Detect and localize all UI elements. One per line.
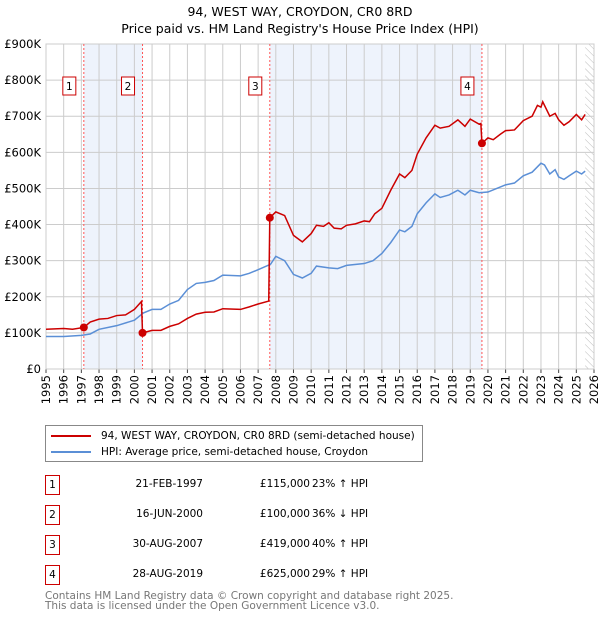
x-tick-label: 2003: [180, 375, 194, 404]
sale-hpi-diff: 29% ↑ HPI: [312, 568, 369, 580]
sale-price: £100,000: [259, 508, 310, 520]
x-tick-label: 2010: [304, 375, 318, 404]
x-tick-label: 2017: [428, 375, 442, 404]
hpi-line: [46, 162, 586, 338]
x-tick-label: 2007: [251, 375, 265, 404]
footer-line2: This data is licensed under the Open Gov…: [45, 600, 380, 612]
y-tick-label: £100K: [4, 326, 41, 340]
y-tick-label: £900K: [4, 37, 41, 51]
price-chart: 1995 1996 1997 1998 1999 2000 2001 2002 2003 2004…: [4, 37, 600, 404]
sale-point: [477, 139, 486, 148]
sale-marker-badge: 1: [45, 475, 60, 495]
legend-hpi: HPI: Average price, semi-detached house,…: [101, 446, 369, 458]
legend-property: 94, WEST WAY, CROYDON, CR0 8RD (semi-det…: [101, 430, 415, 442]
x-tick-label: 2015: [393, 375, 407, 404]
plot-frame: [45, 43, 595, 370]
transaction-row: 1 21-FEB-1997 £115,000 23% ↑ HPI: [45, 475, 445, 495]
x-tick-label: 2014: [375, 375, 389, 404]
y-tick-label: £700K: [4, 109, 41, 123]
x-tick-label: 1996: [57, 375, 71, 404]
x-tick-label: 2002: [163, 375, 177, 404]
x-tick-label: 2026: [587, 375, 600, 404]
x-tick-label: 2013: [357, 375, 371, 404]
x-tick-label: 2009: [286, 375, 300, 404]
y-tick-label: £400K: [4, 218, 41, 232]
sale-date: 21-FEB-1997: [135, 478, 203, 490]
x-tick-label: 2000: [127, 375, 141, 404]
x-tick-label: 2001: [145, 375, 159, 404]
sale-label-box: [121, 76, 136, 96]
x-tick-label: 2004: [198, 375, 212, 404]
sale-price: £419,000: [259, 538, 310, 550]
x-tick-label: 2021: [499, 375, 513, 404]
shaded-period: [269, 44, 482, 369]
forecast-hatch: [585, 44, 594, 369]
x-tick-label: 2006: [233, 375, 247, 404]
x-tick-label: 2012: [340, 375, 354, 404]
sale-hpi-diff: 36% ↓ HPI: [312, 508, 369, 520]
sale-date: 28-AUG-2019: [132, 568, 203, 580]
x-tick-label: 2016: [410, 375, 424, 404]
x-tick-label: 2022: [516, 375, 530, 404]
y-tick-label: £200K: [4, 290, 41, 304]
sale-label-box: [460, 76, 475, 96]
y-tick-label: £800K: [4, 73, 41, 87]
x-tick-label: 2019: [463, 375, 477, 404]
x-tick-label: 1997: [74, 375, 88, 404]
sale-point: [79, 323, 88, 332]
y-tick-label: £600K: [4, 145, 41, 159]
legend-blue-line: [51, 451, 91, 453]
y-tick-label: £300K: [4, 254, 41, 268]
shaded-period: [83, 44, 143, 369]
sale-date: 30-AUG-2007: [132, 538, 203, 550]
y-tick-label: £500K: [4, 181, 41, 195]
x-tick-label: 1995: [39, 375, 53, 404]
transaction-row: 2 16-JUN-2000 £100,000 36% ↓ HPI: [45, 505, 445, 525]
sale-marker-badge: 4: [45, 565, 60, 585]
sale-point: [265, 213, 274, 222]
x-tick-label: 2011: [322, 375, 336, 404]
x-tick-label: 2020: [481, 375, 495, 404]
sale-marker-badge: 3: [45, 535, 60, 555]
sale-label-box: [62, 76, 77, 96]
sale-marker-badge: 2: [45, 505, 60, 525]
x-tick-label: 2018: [446, 375, 460, 404]
sale-price: £115,000: [259, 478, 310, 490]
property-price-line: [45, 99, 586, 334]
x-tick-label: 1998: [92, 375, 106, 404]
sale-hpi-diff: 23% ↑ HPI: [312, 478, 369, 490]
transaction-row: 4 28-AUG-2019 £625,000 29% ↑ HPI: [45, 565, 445, 585]
chart-title: 94, WEST WAY, CROYDON, CR0 8RD: [187, 4, 413, 19]
sale-price: £625,000: [259, 568, 310, 580]
sale-label: 4: [464, 81, 471, 93]
x-tick-label: 2025: [569, 375, 583, 404]
y-tick-label: £0: [26, 362, 41, 376]
legend-red-line: [51, 435, 91, 437]
footer-line1: Contains HM Land Registry data © Crown c…: [45, 590, 454, 602]
x-tick-label: 2024: [552, 375, 566, 404]
x-tick-label: 2023: [534, 375, 548, 404]
sale-label-box: [248, 76, 263, 96]
x-tick-label: 1999: [110, 375, 124, 404]
transaction-row: 3 30-AUG-2007 £419,000 40% ↑ HPI: [45, 535, 445, 555]
sale-point: [138, 328, 147, 337]
sale-hpi-diff: 40% ↑ HPI: [312, 538, 369, 550]
x-tick-label: 2008: [269, 375, 283, 404]
sale-label: 2: [125, 81, 132, 93]
sale-label: 1: [66, 81, 73, 93]
legend: 94, WEST WAY, CROYDON, CR0 8RD (semi-det…: [45, 425, 423, 462]
x-tick-label: 2005: [216, 375, 230, 404]
chart-subtitle: Price paid vs. HM Land Registry's House …: [121, 21, 479, 36]
sale-date: 16-JUN-2000: [136, 508, 203, 520]
sale-label: 3: [252, 81, 259, 93]
